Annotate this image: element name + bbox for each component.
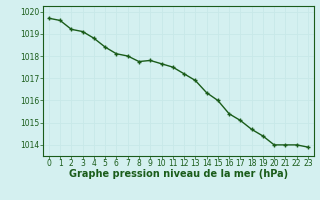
- X-axis label: Graphe pression niveau de la mer (hPa): Graphe pression niveau de la mer (hPa): [69, 169, 288, 179]
